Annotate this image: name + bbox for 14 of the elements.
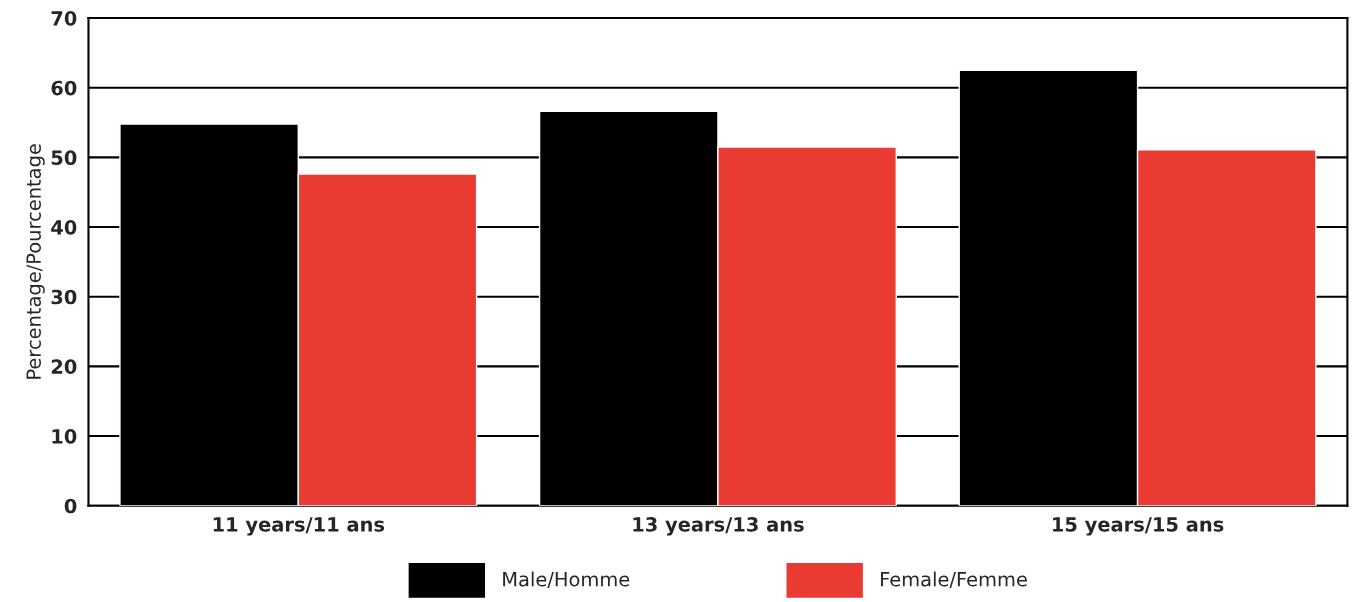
y-axis-title: Percentage/Pourcentage	[26, 144, 45, 379]
y-tick-label: 20	[51, 359, 77, 375]
y-tick-label: 60	[51, 80, 77, 96]
y-tick-label: 10	[52, 428, 77, 444]
x-tick-label: 11 years/11 ans	[213, 517, 385, 536]
x-tick-label: 13 years/13 ans	[633, 516, 804, 536]
legend-label: Female/Femme	[881, 571, 1027, 589]
y-tick-label: 50	[51, 150, 77, 166]
legend-label: Male/Homme	[503, 571, 630, 589]
y-tick-label: 0	[64, 498, 77, 514]
x-tick-label: 15 years/15 ans	[1053, 517, 1224, 536]
y-tick-label: 70	[51, 11, 77, 26]
y-tick-label: 30	[51, 289, 77, 305]
y-tick-label: 40	[51, 220, 77, 235]
